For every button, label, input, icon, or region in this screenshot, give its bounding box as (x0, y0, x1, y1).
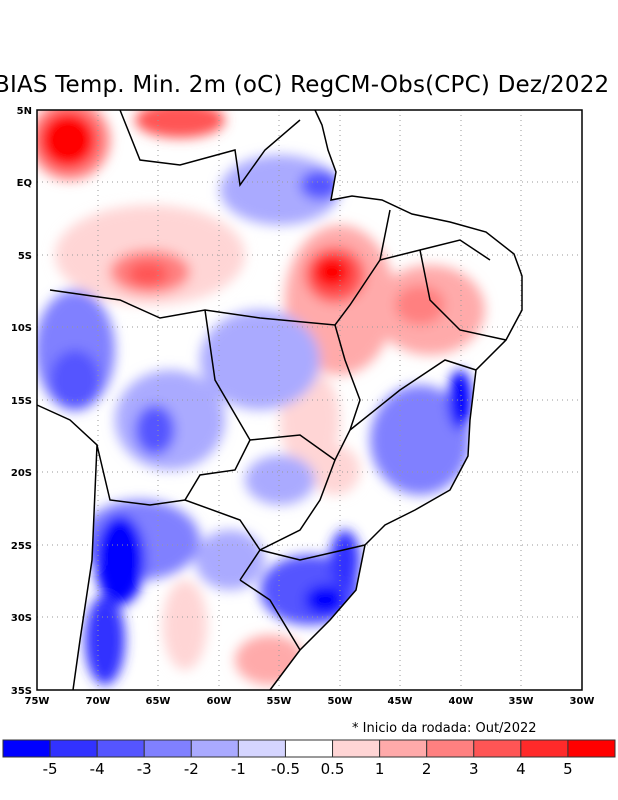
map-title: BIAS Temp. Min. 2m (oC) RegCM-Obs(CPC) D… (0, 72, 610, 98)
colorbar-label: 1 (375, 760, 385, 778)
lon-label: 30W (570, 696, 595, 707)
colorbar-swatch (473, 739, 522, 758)
lon-label: 45W (388, 696, 413, 707)
map-frame (36, 109, 583, 691)
borders (36, 109, 523, 691)
lon-axis: 75W 70W 65W 60W 55W 50W 45W 40W 35W 30W (25, 696, 595, 707)
colorbar-swatch (332, 739, 381, 758)
lat-label: EQ (17, 178, 32, 189)
colorbar-label: -4 (90, 760, 105, 778)
colorbar-swatch (2, 739, 51, 758)
lon-label: 60W (207, 696, 232, 707)
bias-field (37, 110, 522, 690)
colorbar-swatch (426, 739, 475, 758)
gridlines (37, 110, 582, 690)
lat-label: 30S (11, 613, 32, 624)
lon-label: 55W (267, 696, 292, 707)
lon-label: 40W (449, 696, 474, 707)
colorbar-label: -0.5 (271, 760, 300, 778)
colorbar-label: -3 (137, 760, 152, 778)
lon-label: 70W (86, 696, 111, 707)
run-start-note: * Inicio da rodada: Out/2022 (352, 721, 537, 736)
lon-label: 50W (328, 696, 353, 707)
colorbar-label: -2 (184, 760, 199, 778)
lon-label: 75W (25, 696, 50, 707)
colorbar-label: 5 (563, 760, 573, 778)
colorbar-label: 2 (422, 760, 432, 778)
colorbar-swatch (96, 739, 145, 758)
colorbar-swatch (237, 739, 286, 758)
colorbar: -5 -4 -3 -2 -1 -0.5 0.5 1 2 3 4 5 (2, 739, 616, 778)
lat-axis: 5N EQ 5S 10S 15S 20S 25S 30S 35S (11, 106, 32, 697)
colorbar-swatch (284, 739, 334, 758)
colorbar-swatch (49, 739, 98, 758)
lon-label: 65W (146, 696, 171, 707)
lat-label: 5N (17, 106, 32, 117)
colorbar-label: -5 (43, 760, 58, 778)
lat-label: 25S (11, 541, 32, 552)
colorbar-swatch (190, 739, 239, 758)
lat-label: 10S (11, 323, 32, 334)
colorbar-label: 4 (516, 760, 526, 778)
lon-label: 35W (509, 696, 534, 707)
lat-label: 15S (11, 396, 32, 407)
colorbar-swatch (520, 739, 569, 758)
colorbar-label: -1 (231, 760, 246, 778)
colorbar-swatch (567, 739, 616, 758)
colorbar-label: 3 (469, 760, 479, 778)
colorbar-swatch (379, 739, 428, 758)
lat-label: 5S (18, 251, 32, 262)
lat-label: 35S (11, 686, 32, 697)
colorbar-label: 0.5 (321, 760, 345, 778)
colorbar-swatch (143, 739, 192, 758)
lat-label: 20S (11, 468, 32, 479)
